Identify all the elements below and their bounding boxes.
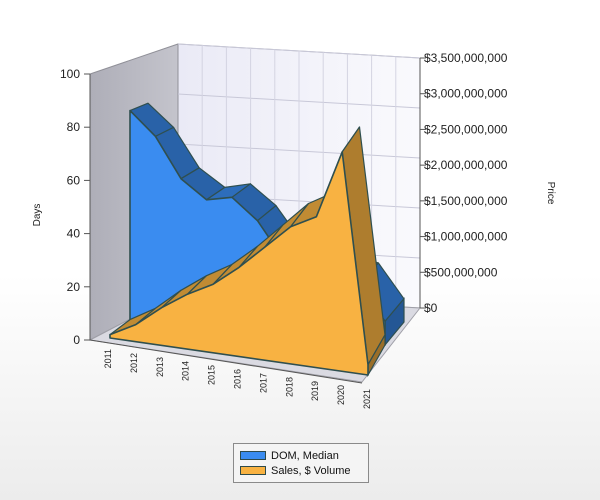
y-right-tick-label: $1,500,000,000 xyxy=(424,194,508,208)
y-right-tick-label: $2,500,000,000 xyxy=(424,122,508,136)
legend-item-dom: DOM, Median xyxy=(240,448,362,463)
x-tick-label: 2011 xyxy=(103,349,113,368)
y-left-tick-label: 100 xyxy=(60,67,80,81)
x-tick-label: 2013 xyxy=(155,357,165,377)
legend-label-sales: Sales, $ Volume xyxy=(271,464,351,477)
series-front-face xyxy=(109,151,369,376)
axis-layer: 0 20 40 60 80 100 $0 $500,000,000 $1,000,000,000… xyxy=(60,51,508,409)
legend-swatch-dom xyxy=(240,451,266,460)
y-right-tick-label: $500,000,000 xyxy=(424,265,498,279)
legend-label-dom: DOM, Median xyxy=(271,449,339,462)
y-left-tick-label: 40 xyxy=(67,227,81,241)
x-tick-label: 2014 xyxy=(181,361,191,381)
x-tick-label: 2012 xyxy=(129,353,139,373)
y-left-tick-label: 80 xyxy=(67,120,81,134)
x-tick-label: 2018 xyxy=(284,377,294,397)
legend-item-sales: Sales, $ Volume xyxy=(240,463,362,478)
x-tick-label: 2021 xyxy=(362,389,372,409)
x-axis-line xyxy=(89,339,363,384)
y-left-tick-label: 60 xyxy=(67,173,81,187)
y-axis-title-left: Days xyxy=(32,204,43,227)
y-right-tick-label: $2,000,000,000 xyxy=(424,158,508,172)
y-right-tick-label: $3,500,000,000 xyxy=(424,51,508,65)
x-tick-label: 2020 xyxy=(336,385,346,405)
legend: DOM, Median Sales, $ Volume xyxy=(233,443,369,483)
y-right-tick-label: $0 xyxy=(424,301,438,315)
x-tick-label: 2015 xyxy=(207,365,217,385)
legend-swatch-sales xyxy=(240,466,266,475)
series-layer xyxy=(109,102,405,378)
series-sales-volume xyxy=(109,126,386,378)
x-tick-label: 2019 xyxy=(310,381,320,401)
x-tick-label: 2017 xyxy=(258,373,268,393)
x-tick-label: 2016 xyxy=(233,369,243,389)
y-axis-title-right: Price xyxy=(545,182,556,205)
y-right-tick-label: $3,000,000,000 xyxy=(424,87,508,101)
y-right-tick-label: $1,000,000,000 xyxy=(424,230,508,244)
y-left-tick-label: 20 xyxy=(67,280,81,294)
y-left-tick-label: 0 xyxy=(73,333,80,347)
